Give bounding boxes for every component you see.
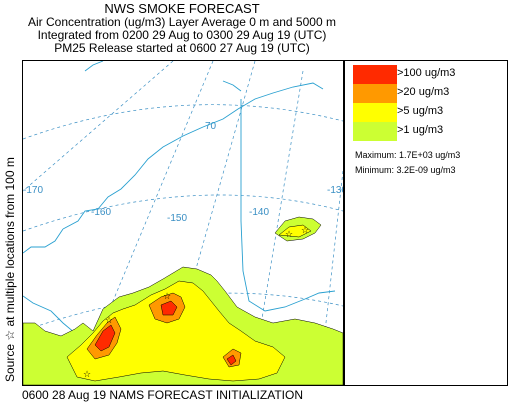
- maximum-value: Maximum: 1.7E+03 ug/m3: [355, 150, 461, 160]
- release-start: PM25 Release started at 0600 27 Aug 19 (…: [54, 41, 310, 55]
- lon-label-140: -140: [249, 207, 269, 218]
- minimum-value: Minimum: 3.2E-09 ug/m3: [355, 165, 456, 175]
- smoke-plume-gt100: [94, 300, 237, 366]
- source-star-icon: ☆: [83, 370, 91, 380]
- legend-swatch-gt1: [353, 122, 397, 141]
- lat-label-70: 70: [205, 121, 217, 132]
- legend-label-gt5: >5 ug/m3: [397, 105, 444, 117]
- smoke-plume-gt5: [66, 224, 312, 382]
- source-side-label: Source ☆ at multiple locations from 100 …: [0, 60, 18, 385]
- legend-label-gt1: >1 ug/m3: [397, 124, 444, 136]
- smoke-map: -170 -160 -150 -140 -130 70: [22, 60, 344, 386]
- legend-swatch-gt20: [353, 84, 397, 103]
- source-markers: ☆ ☆ ☆ ☆ ☆: [83, 226, 309, 380]
- lon-label-160: -160: [91, 207, 111, 218]
- source-star-icon: ☆: [105, 316, 113, 326]
- source-side-text: Source ☆ at multiple locations from 100 …: [3, 157, 17, 382]
- legend-swatch-gt5: [353, 103, 397, 122]
- legend-label-gt20: >20 ug/m3: [397, 86, 450, 98]
- forecast-title: NWS SMOKE FORECAST: [104, 1, 260, 16]
- lon-label-170: -170: [23, 185, 43, 196]
- legend-swatch-gt100: [353, 65, 397, 84]
- concentration-description: Air Concentration (ug/m3) Layer Average …: [28, 15, 336, 29]
- legend-panel: >100 ug/m3 >20 ug/m3 >5 ug/m3 >1 ug/m3 M…: [344, 60, 508, 386]
- integration-period: Integrated from 0200 29 Aug to 0300 29 A…: [37, 28, 327, 42]
- source-star-icon: ☆: [163, 292, 171, 302]
- source-star-icon: ☆: [285, 230, 293, 240]
- lon-label-130: -130: [327, 185, 343, 196]
- lon-label-150: -150: [167, 213, 187, 224]
- forecast-initialization-caption: 0600 28 Aug 19 NAMS FORECAST INITIALIZAT…: [22, 388, 303, 402]
- source-star-icon: ☆: [301, 226, 309, 236]
- legend-label-gt100: >100 ug/m3: [397, 67, 456, 79]
